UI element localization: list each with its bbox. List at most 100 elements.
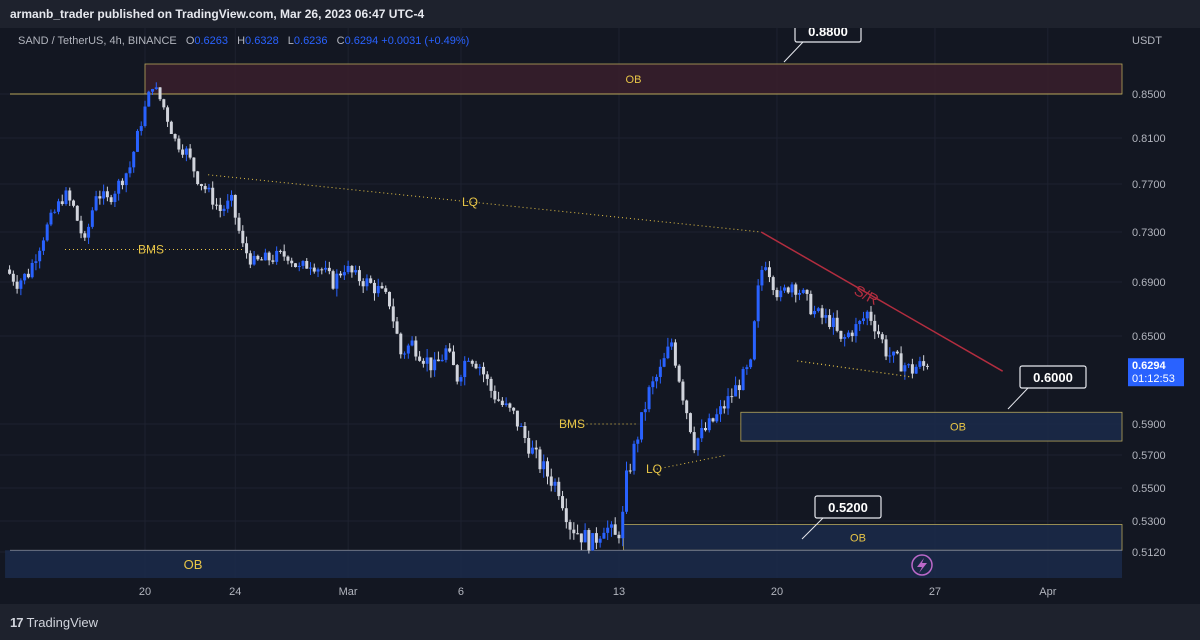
candle [474, 360, 478, 370]
candle-body [418, 356, 422, 361]
candle-body [305, 260, 309, 269]
candle [230, 190, 234, 207]
candle-body [609, 524, 613, 528]
candle [508, 402, 512, 412]
time-axis[interactable]: 20 24 Mar 6 13 20 27 Apr [0, 578, 1200, 604]
candle-body [666, 346, 670, 359]
candle [775, 287, 779, 301]
candle-body [801, 289, 805, 293]
candle-body [135, 130, 139, 152]
candle [320, 267, 324, 275]
candle-body [474, 363, 478, 369]
candle-body [151, 89, 155, 92]
candle-body [395, 321, 399, 334]
y-tick-label-1: 0.8100 [1132, 133, 1166, 145]
candle-body [805, 289, 809, 294]
candle-body [643, 409, 647, 413]
candle-body [737, 385, 741, 391]
candle-body [444, 348, 448, 360]
candle-body [673, 342, 677, 366]
candle [782, 284, 786, 293]
candle-body [711, 418, 715, 422]
order-block-1: OB [740, 411, 1123, 442]
candle [425, 348, 429, 372]
candle-body [542, 461, 546, 470]
lightning-icon[interactable] [911, 554, 933, 576]
candle-body [914, 366, 918, 374]
candle-body [260, 259, 264, 261]
order-block-rect-3 [5, 550, 1122, 580]
candle-body [489, 378, 493, 391]
callout-top: 0.8800 [783, 28, 862, 63]
candle [907, 363, 911, 369]
candle [169, 120, 173, 135]
x-tick-label-4: 13 [613, 586, 625, 598]
candle [624, 461, 628, 515]
candle [500, 397, 504, 407]
candle-body [188, 148, 192, 158]
candle-body [598, 538, 602, 543]
y-tick-label-2: 0.7700 [1132, 179, 1166, 191]
chart-background [0, 28, 1200, 604]
candle [342, 265, 346, 281]
order-block-2: OB [623, 524, 1123, 551]
publisher-bar: armanb_trader published on TradingView.c… [0, 0, 1200, 28]
candle [831, 312, 835, 335]
candle [854, 317, 858, 343]
candle-body [888, 355, 892, 357]
order-block-label-0: OB [626, 74, 642, 86]
candle-body [527, 438, 531, 454]
candle [166, 105, 170, 127]
price-axis[interactable]: USDT 0.8500 0.8100 0.7700 0.7300 0.6900 0.6500… [1124, 28, 1200, 578]
candle-body [380, 285, 384, 289]
candle-body [372, 282, 376, 294]
candle-body [824, 315, 828, 318]
candle [703, 422, 707, 432]
candle-body [282, 251, 286, 257]
callout-top-box [794, 28, 862, 43]
candle-body [166, 107, 170, 122]
candle-body [628, 470, 632, 472]
candle [327, 261, 331, 275]
candle-body [388, 291, 392, 307]
candle [617, 531, 621, 544]
time-axis-bg [0, 578, 1200, 604]
candle-body [497, 399, 501, 401]
candle [786, 286, 790, 294]
candle-body [414, 340, 418, 357]
candle [199, 183, 203, 191]
candle-body [835, 317, 839, 331]
candle [719, 399, 723, 422]
candle-body [873, 320, 877, 332]
candle [688, 412, 692, 434]
candle [181, 144, 185, 158]
tradingview-brand[interactable]: 17 TradingView [10, 615, 98, 630]
candle [530, 440, 534, 455]
candle-body [26, 273, 30, 278]
candle [380, 282, 384, 289]
candle [564, 498, 568, 529]
candle-body [60, 201, 64, 205]
candle [203, 183, 207, 194]
candle [233, 194, 237, 225]
candle [504, 397, 508, 407]
candle-body [504, 403, 508, 405]
candle [839, 330, 843, 342]
lightning-icon-ring [911, 554, 933, 576]
candle [756, 279, 760, 328]
candle-body [500, 400, 504, 405]
candle [579, 533, 583, 551]
candle [53, 209, 57, 214]
candle-body [508, 403, 512, 408]
candle-body [312, 267, 316, 272]
candle [824, 308, 828, 324]
candle [869, 306, 873, 326]
candle [312, 263, 316, 274]
candle-body [579, 533, 583, 543]
candle [293, 263, 297, 268]
candle [94, 190, 98, 212]
candle-body [11, 273, 15, 282]
candle [263, 248, 267, 261]
candle-body [113, 193, 117, 203]
